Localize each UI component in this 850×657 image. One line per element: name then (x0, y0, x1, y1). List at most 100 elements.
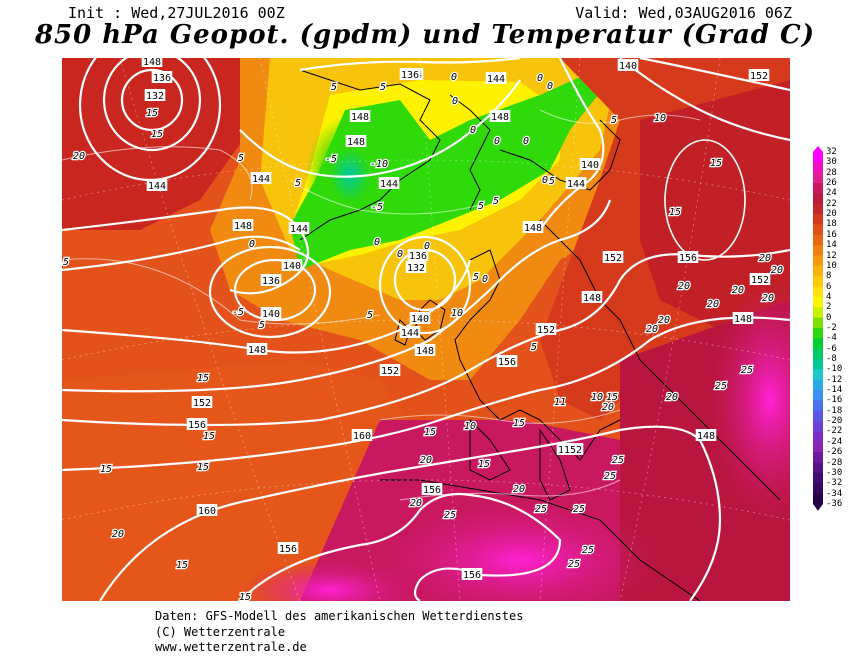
credit-copyright: (C) Wetterzentrale (155, 625, 286, 639)
geopotential-label-box (232, 219, 254, 231)
geopotential-label-box (288, 222, 310, 234)
geopotential-label-box (281, 259, 303, 271)
temperature-label: -5 (325, 154, 337, 165)
map-title: 850 hPa Geopot. (gpdm) und Temperatur (G… (34, 20, 816, 50)
color-scale-label: -36 (826, 498, 843, 509)
temperature-label: 15 (197, 373, 209, 384)
color-scale-label: -24 (826, 436, 843, 447)
color-scale-step (813, 296, 823, 308)
color-scale-step (813, 390, 823, 401)
geopotential-label: 144 (380, 179, 398, 190)
geopotential-label-box (378, 177, 400, 189)
color-scale-label: -20 (826, 416, 843, 427)
temperature-label: 10 (591, 392, 603, 403)
geopotential-label: 148 (143, 58, 161, 68)
color-scale-label: 8 (826, 271, 832, 282)
temperature-label: 0 (494, 136, 500, 147)
geopotential-label-box (421, 483, 443, 495)
geopotential-label: 140 (283, 261, 301, 272)
color-scale-step (813, 317, 823, 329)
geopotential-label-box (461, 568, 483, 580)
temperature-label: 5 (478, 201, 484, 212)
temperature-label: 5 (295, 178, 301, 189)
color-scale-label: 28 (826, 167, 837, 178)
color-scale-step (813, 462, 823, 474)
geopotential-label-box (277, 542, 299, 554)
temperature-label: 20 (513, 484, 525, 495)
geopotential-label-box (485, 72, 507, 84)
geopotential-label-box (186, 418, 208, 430)
geopotential-label-box (677, 251, 699, 263)
temperature-label: -5 (371, 202, 383, 213)
color-scale-label: -32 (826, 478, 843, 489)
geopotential-label: 136 (153, 73, 171, 84)
geopotential-label: 144 (487, 74, 505, 85)
temperature-label: 20 (646, 324, 658, 335)
color-scale-top-arrow (813, 146, 823, 152)
color-scale-label: -8 (826, 354, 837, 364)
temperature-label: 0 (424, 241, 430, 252)
temperature-label: 20 (410, 498, 422, 509)
temperature-label: 15 (146, 108, 158, 119)
color-scale-bar (813, 146, 823, 511)
color-scale-label: 32 (826, 147, 837, 157)
geopotential-label: 132 (146, 91, 164, 102)
temperature-label: 20 (759, 253, 771, 264)
color-scale-label: 22 (826, 198, 837, 209)
geopotential-label-box (409, 312, 431, 324)
geopotential-label: 148 (697, 431, 715, 442)
color-scale-step (813, 338, 823, 350)
temperature-label: 0 (547, 81, 553, 92)
geopotential-label-box (617, 59, 639, 71)
weather-map[interactable]: 148 136 132 144 144 148 144 140 136 140 148 152 152 1… (62, 58, 790, 601)
credit-website[interactable]: www.wetterzentrale.de (155, 640, 307, 654)
geopotential-label: 152 (537, 325, 555, 336)
valid-time-label: Valid: Wed,03AUG2016 06Z (575, 4, 792, 22)
geopotential-label: 140 (262, 309, 280, 320)
color-scale-label: -10 (826, 364, 843, 375)
geopotential-label: 152 (381, 366, 399, 377)
geopotential-label: 160 (198, 506, 216, 517)
temperature-label: 5 (380, 82, 386, 93)
temperature-label: 25 (604, 471, 616, 482)
geopotential-label-box (695, 429, 717, 441)
temperature-label: 5 (259, 320, 265, 331)
temperature-label: 15 (513, 418, 525, 429)
color-scale-label: 18 (826, 219, 837, 230)
color-scale-step (813, 286, 823, 298)
geopotential-label: 144 (567, 179, 585, 190)
color-scale-label: 24 (826, 188, 837, 199)
geopotential-label-box (351, 429, 373, 441)
temperature-label: 5 (63, 257, 69, 268)
color-scale-step (813, 493, 823, 505)
color-scale-label: 10 (826, 260, 837, 271)
temperature-label: 20 (420, 455, 432, 466)
temperature-label: 15 (239, 592, 251, 601)
temperature-label: 5 (549, 176, 555, 187)
geopotential-label: 152 (750, 71, 768, 82)
color-scale-label: -16 (826, 395, 843, 406)
geopotential-label-box (748, 69, 770, 81)
color-scale-step (813, 421, 823, 432)
geopotential-label-box (345, 135, 367, 147)
color-scale-bottom-arrow (813, 503, 823, 511)
geopotential-label-box (260, 307, 282, 319)
temperature-label: 0 (470, 125, 476, 136)
color-scale-label: 0 (826, 312, 832, 323)
color-scale-step (813, 276, 823, 288)
temperature-label: 5 (238, 153, 244, 164)
temperature-label: 25 (741, 365, 753, 376)
geopotential-label-box (562, 443, 584, 455)
geopotential-label: 148 (347, 137, 365, 148)
geopotential-label-box (151, 71, 173, 83)
color-scale-label: -30 (826, 467, 843, 478)
geopotential-label-box (191, 396, 213, 408)
color-scale-label: -2 (826, 322, 837, 333)
temperature-label: 11 (554, 397, 566, 408)
geopotential-label-box (146, 179, 168, 191)
geopotential-label-box (141, 58, 163, 67)
temperature-label: 25 (568, 559, 580, 570)
temperature-label: 15 (606, 392, 618, 403)
temperature-label: 20 (707, 299, 719, 310)
